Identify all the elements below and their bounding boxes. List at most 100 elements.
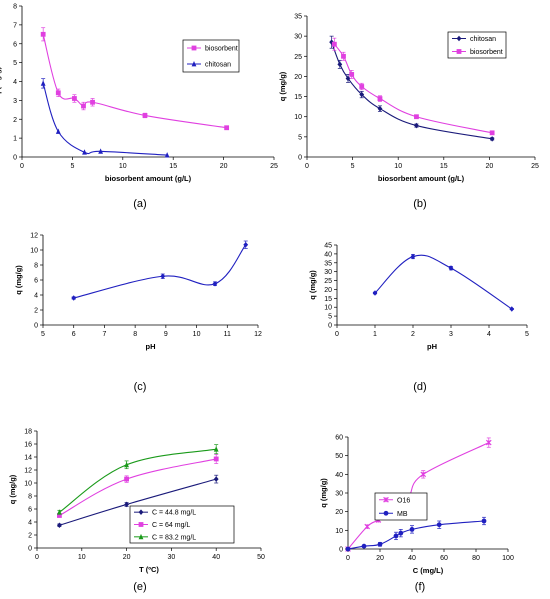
y-tick-label: 25 <box>324 278 332 285</box>
y-tick-label: 6 <box>13 41 17 48</box>
y-axis-label: q (mg/g) <box>14 265 23 295</box>
data-point <box>359 91 365 98</box>
legend: C = 44.8 mg/L C = 64 mg/L C = 83.2 mg/L <box>129 505 235 544</box>
data-point <box>414 114 419 120</box>
y-axis-label: q (mg/g) <box>278 71 287 101</box>
chart-a: 0 5 10 15 20 25 0 1 2 3 4 5 6 7 8 biosorbent amount (g/… <box>0 4 278 211</box>
legend: biosorbent chitosan <box>182 39 240 73</box>
y-tick-label: 10 <box>335 528 343 535</box>
data-point <box>341 53 346 59</box>
x-tick-label: 3 <box>449 331 453 338</box>
data-point <box>81 103 86 109</box>
y-tick-label: 7 <box>13 22 17 29</box>
data-point <box>57 509 62 515</box>
y-axis-label: q (mg/g) <box>0 66 2 96</box>
panel-caption: (f) <box>415 581 425 593</box>
x-tick-label: 7 <box>102 331 106 338</box>
y-tick-label: 30 <box>324 269 332 276</box>
series-c-44-8-mg-l <box>57 474 219 529</box>
legend-swatch-marker <box>138 522 144 527</box>
legend-swatch-marker <box>456 35 462 42</box>
panel-caption: (e) <box>133 581 146 593</box>
y-tick-label: 30 <box>294 34 302 41</box>
data-point <box>213 476 219 482</box>
x-tick-label: 4 <box>487 331 491 338</box>
data-point <box>509 306 515 312</box>
data-point <box>57 513 62 518</box>
x-tick-label: 15 <box>440 163 448 170</box>
x-tick-label: 5 <box>351 163 355 170</box>
x-tick-label: 20 <box>376 555 384 562</box>
panel-caption: (b) <box>413 198 426 210</box>
data-point <box>40 80 46 86</box>
data-point <box>40 31 46 37</box>
x-tick-label: 5 <box>70 163 74 170</box>
legend-entry: MB <box>397 511 408 518</box>
y-tick-label: 50 <box>335 453 343 460</box>
y-tick-label: 45 <box>324 243 332 250</box>
data-point <box>124 501 129 508</box>
y-tick-label: 8 <box>28 494 32 501</box>
x-tick-label: 2 <box>411 331 415 338</box>
x-tick-label: 6 <box>72 331 76 338</box>
x-tick-label: 80 <box>472 555 480 562</box>
data-point <box>71 295 77 301</box>
chart-c: 5 6 7 8 9 10 11 12 0 2 4 6 8 10 12 pH q (mg/g) (c) <box>14 233 262 394</box>
series-chitosan <box>329 35 495 142</box>
x-tick-label: 10 <box>78 554 86 561</box>
x-tick-label: 10 <box>394 163 402 170</box>
x-tick-label: 5 <box>525 331 529 338</box>
x-axis-label: biosorbent amount (g/L) <box>378 174 465 183</box>
x-tick-label: 10 <box>193 331 201 338</box>
y-tick-label: 2 <box>13 117 17 124</box>
y-tick-label: 8 <box>34 263 38 270</box>
series-mb <box>345 516 487 552</box>
x-tick-label: 9 <box>164 331 168 338</box>
series-data <box>71 240 249 301</box>
data-point <box>420 471 427 478</box>
data-point <box>224 125 230 131</box>
y-tick-label: 25 <box>294 54 302 61</box>
legend-swatch-marker <box>138 533 144 540</box>
legend-box <box>447 31 507 59</box>
x-tick-label: 1 <box>373 331 377 338</box>
legend-entry: C = 83.2 mg/L <box>152 534 196 541</box>
y-tick-label: 40 <box>335 472 343 479</box>
x-tick-label: 11 <box>224 331 231 338</box>
data-point <box>436 522 442 528</box>
data-point <box>212 280 218 287</box>
y-tick-label: 3 <box>13 98 17 105</box>
legend: chitosan biosorbent <box>447 31 507 59</box>
data-point <box>345 546 351 552</box>
x-tick-label: 0 <box>335 331 339 338</box>
legend-swatch-marker <box>456 49 462 54</box>
chart-e: 0 10 20 30 40 50 0 2 4 6 8 10 12 14 16 18 T (ºC) q (mg/g)… <box>8 429 265 594</box>
y-tick-label: 0 <box>339 547 343 554</box>
chart-f: 0 20 40 60 80 100 0 10 20 30 40 50 60 C (mg/L) q (mg/g… <box>319 435 514 594</box>
y-tick-label: 40 <box>324 251 332 258</box>
y-axis-label: q (mg/g) <box>308 270 317 300</box>
x-tick-label: 10 <box>119 163 127 170</box>
x-tick-label: 0 <box>305 163 309 170</box>
legend-entry: O16 <box>397 497 410 504</box>
x-tick-label: 40 <box>408 555 416 562</box>
y-tick-label: 12 <box>30 233 38 240</box>
x-axis-label: pH <box>427 342 437 351</box>
data-point <box>55 90 61 96</box>
y-tick-label: 10 <box>30 248 38 255</box>
legend-entry: biosorbent <box>205 46 238 53</box>
series-line <box>59 448 217 513</box>
data-point <box>398 530 404 536</box>
x-axis-label: biosorbent amount (g/L) <box>105 174 192 183</box>
data-point <box>489 136 495 142</box>
x-tick-label: 60 <box>440 555 448 562</box>
series-line <box>374 254 513 310</box>
x-tick-label: 20 <box>220 163 228 170</box>
legend-entry: biosorbent <box>470 49 503 56</box>
data-point <box>243 241 249 248</box>
data-point <box>57 522 62 529</box>
data-point <box>377 105 383 112</box>
y-tick-label: 0 <box>328 323 332 330</box>
data-point <box>124 461 129 468</box>
